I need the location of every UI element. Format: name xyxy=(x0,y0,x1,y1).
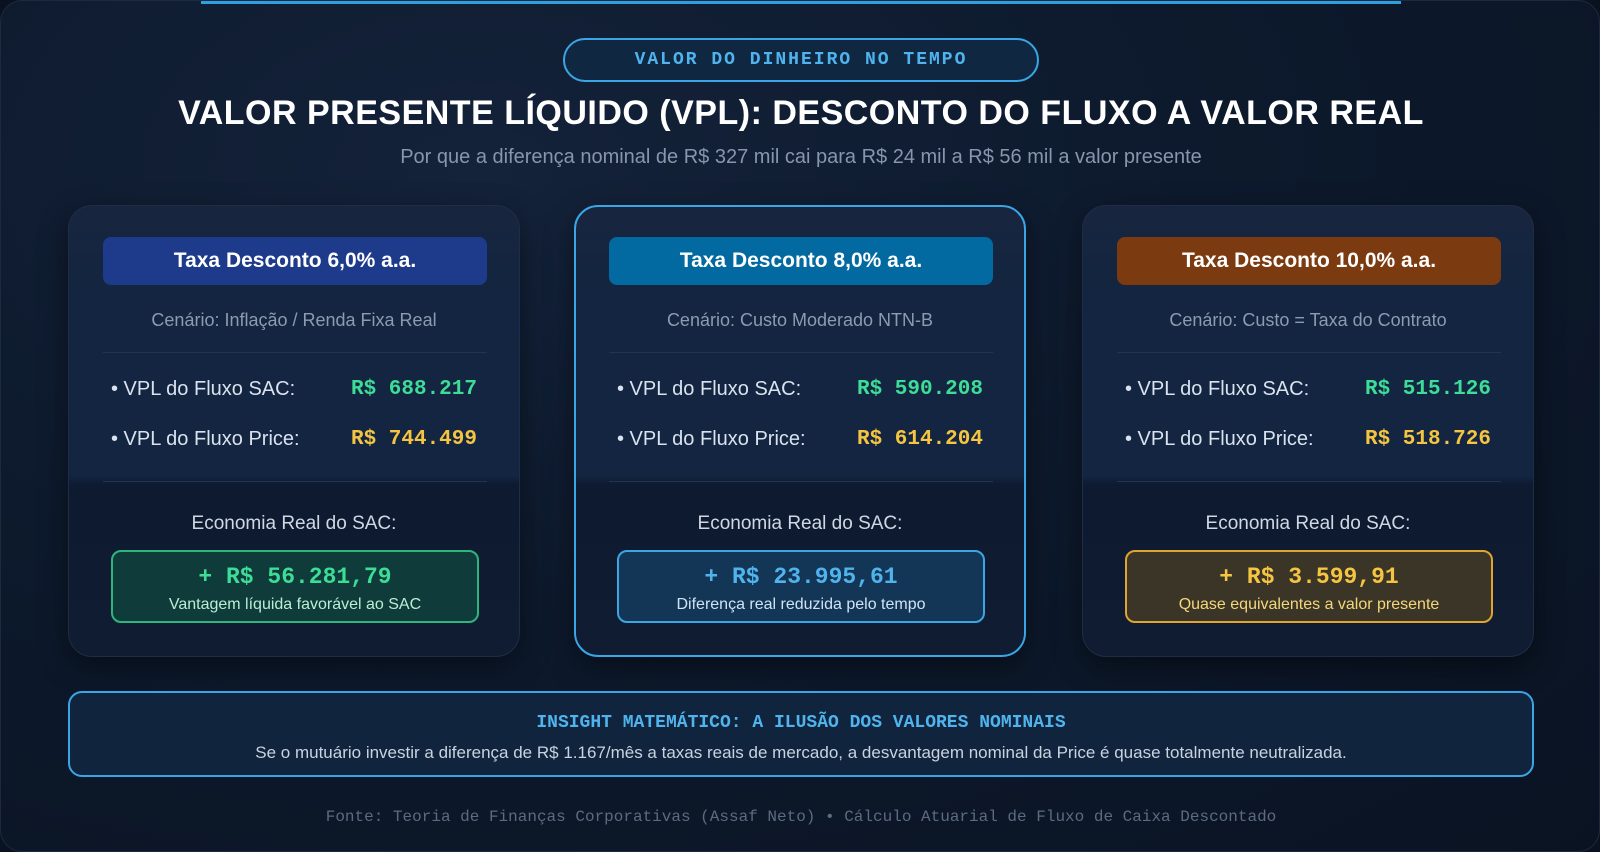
topic-badge: VALOR DO DINHEIRO NO TEMPO xyxy=(563,38,1039,82)
vpl-sac-value: R$ 590.208 xyxy=(856,378,983,401)
vpl-sac-label: • VPL do Fluxo SAC: xyxy=(1125,378,1310,400)
source-footnote: Fonte: Teoria de Finanças Corporativas (… xyxy=(325,808,1277,826)
divider xyxy=(609,481,993,482)
economy-value: + R$ 23.995,61 xyxy=(704,564,898,590)
card-scenario: Cenário: Custo Moderado NTN-B xyxy=(666,310,934,330)
card-header: Taxa Desconto 10,0% a.a. xyxy=(1117,237,1501,285)
economy-box: + R$ 3.599,91 Quase equivalentes a valor… xyxy=(1125,550,1493,623)
economy-label: Economia Real do SAC: xyxy=(1205,513,1411,534)
vpl-price-value: R$ 744.499 xyxy=(350,428,477,451)
discount-card-8pct: Taxa Desconto 8,0% a.a. Cenário: Custo M… xyxy=(574,205,1026,657)
divider xyxy=(1117,481,1501,482)
divider xyxy=(103,352,487,353)
card-scenario: Cenário: Custo = Taxa do Contrato xyxy=(1169,310,1447,330)
card-header: Taxa Desconto 6,0% a.a. xyxy=(103,237,487,285)
discount-card-10pct: Taxa Desconto 10,0% a.a. Cenário: Custo … xyxy=(1082,205,1534,657)
card-header: Taxa Desconto 8,0% a.a. xyxy=(609,237,993,285)
vpl-price-value: R$ 614.204 xyxy=(856,428,983,451)
economy-label: Economia Real do SAC: xyxy=(191,513,397,534)
vpl-price-value: R$ 518.726 xyxy=(1364,428,1491,451)
economy-value: + R$ 56.281,79 xyxy=(198,564,392,590)
insight-text: Se o mutuário investir a diferença de R$… xyxy=(255,743,1347,762)
page-title: VALOR PRESENTE LÍQUIDO (VPL): DESCONTO D… xyxy=(178,94,1424,132)
top-accent-line xyxy=(201,1,1401,4)
economy-box: + R$ 56.281,79 Vantagem líquida favoráve… xyxy=(111,550,479,623)
discount-card-6pct: Taxa Desconto 6,0% a.a. Cenário: Inflaçã… xyxy=(68,205,520,657)
economy-label: Economia Real do SAC: xyxy=(697,513,903,534)
vpl-sac-label: • VPL do Fluxo SAC: xyxy=(617,378,802,400)
vpl-sac-label: • VPL do Fluxo SAC: xyxy=(111,378,296,400)
card-scenario: Cenário: Inflação / Renda Fixa Real xyxy=(151,310,437,330)
vpl-price-label: • VPL do Fluxo Price: xyxy=(111,428,300,450)
divider xyxy=(1117,352,1501,353)
vpl-price-label: • VPL do Fluxo Price: xyxy=(617,428,806,450)
vpl-price-label: • VPL do Fluxo Price: xyxy=(1125,428,1314,450)
divider xyxy=(609,352,993,353)
economy-note: Diferença real reduzida pelo tempo xyxy=(676,596,926,613)
divider xyxy=(103,481,487,482)
vpl-sac-value: R$ 688.217 xyxy=(350,378,477,401)
economy-value: + R$ 3.599,91 xyxy=(1219,564,1399,590)
economy-note: Quase equivalentes a valor presente xyxy=(1178,596,1440,613)
economy-box: + R$ 23.995,61 Diferença real reduzida p… xyxy=(617,550,985,623)
economy-note: Vantagem líquida favorável ao SAC xyxy=(168,596,422,613)
page-subtitle: Por que a diferença nominal de R$ 327 mi… xyxy=(400,146,1202,168)
insight-panel: INSIGHT MATEMÁTICO: A ILUSÃO DOS VALORES… xyxy=(68,691,1534,777)
insight-title: INSIGHT MATEMÁTICO: A ILUSÃO DOS VALORES… xyxy=(536,713,1066,733)
vpl-sac-value: R$ 515.126 xyxy=(1364,378,1491,401)
